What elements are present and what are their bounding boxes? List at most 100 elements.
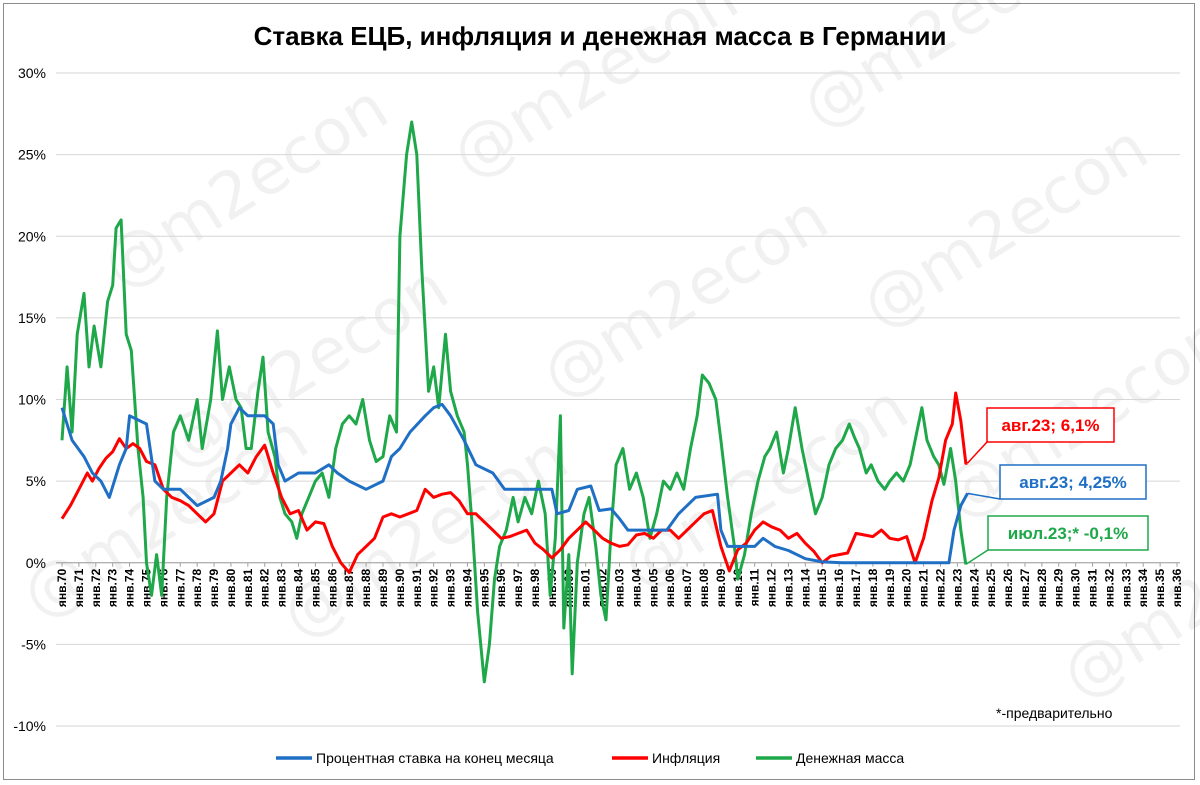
callout-label: авг.23; 6,1% bbox=[1001, 416, 1099, 435]
y-axis: 30% 25% 20% 15% 10% 5% 0% -5% -10% bbox=[13, 65, 46, 734]
x-axis: янв.70 янв.71 янв.72 янв.73 янв.74 янв.75 янв.… bbox=[55, 562, 1184, 607]
watermark-text: @m2econ bbox=[529, 181, 841, 414]
callout-label: июл.23;* -0,1% bbox=[1008, 524, 1128, 543]
grid-lines bbox=[56, 72, 1180, 727]
x-tick-label: янв.34 bbox=[1136, 568, 1150, 607]
x-tick-label: янв.19 bbox=[883, 568, 897, 607]
legend: Процентная ставка на конец месяца Инфляци… bbox=[276, 750, 904, 766]
y-tick-label: 20% bbox=[18, 228, 46, 244]
callout-leader bbox=[967, 492, 1001, 500]
x-tick-label: янв.21 bbox=[917, 568, 931, 607]
x-tick-label: янв.14 bbox=[798, 568, 812, 607]
x-tick-label: янв.83 bbox=[275, 568, 289, 607]
x-tick-label: янв.28 bbox=[1035, 568, 1049, 607]
x-tick-label: янв.04 bbox=[629, 568, 643, 607]
callouts: авг.23; 6,1% авг.23; 4,25% июл.23;* -0,1% bbox=[965, 407, 1149, 566]
x-tick-label: янв.86 bbox=[325, 568, 339, 607]
preliminary-note: *-предварительно bbox=[996, 705, 1113, 721]
y-tick-label: 30% bbox=[18, 65, 46, 81]
x-tick-label: янв.96 bbox=[494, 568, 508, 607]
x-tick-label: янв.30 bbox=[1069, 568, 1083, 607]
y-tick-label: -5% bbox=[21, 636, 46, 652]
legend-label: Процентная ставка на конец месяца bbox=[316, 750, 554, 766]
x-tick-label: янв.16 bbox=[832, 568, 846, 607]
x-tick-label: янв.74 bbox=[123, 568, 137, 607]
y-tick-label: 0% bbox=[26, 555, 46, 571]
x-tick-label: янв.79 bbox=[207, 568, 221, 607]
series-line-inflation bbox=[60, 391, 968, 574]
x-tick-label: янв.94 bbox=[460, 568, 474, 607]
x-tick-label: янв.36 bbox=[1170, 568, 1184, 607]
x-tick-label: янв.22 bbox=[933, 568, 947, 607]
series-line-rate bbox=[60, 402, 969, 565]
y-tick-label: 10% bbox=[18, 392, 46, 408]
x-tick-label: янв.95 bbox=[477, 568, 491, 607]
x-tick-label: янв.31 bbox=[1086, 568, 1100, 607]
x-tick-label: янв.33 bbox=[1119, 568, 1133, 607]
x-tick-label: янв.10 bbox=[731, 568, 745, 607]
x-tick-label: янв.11 bbox=[748, 568, 762, 606]
callout-label: авг.23; 4,25% bbox=[1019, 473, 1127, 492]
callout-box bbox=[999, 464, 1147, 500]
x-tick-label: янв.29 bbox=[1052, 568, 1066, 607]
chart-frame bbox=[3, 3, 1195, 780]
x-tick-label: янв.80 bbox=[224, 568, 238, 607]
x-tick-label: янв.35 bbox=[1153, 568, 1167, 607]
y-tick-label: -10% bbox=[13, 718, 46, 734]
x-tick-label: янв.88 bbox=[359, 568, 373, 607]
callout-leader bbox=[966, 441, 988, 464]
x-tick-label: янв.09 bbox=[714, 568, 728, 607]
x-tick-label: янв.15 bbox=[815, 568, 829, 607]
x-tick-label: янв.92 bbox=[427, 568, 441, 607]
watermark-text: @m2econ bbox=[609, 371, 921, 604]
x-tick-label: янв.70 bbox=[55, 568, 69, 607]
x-tick-label: янв.98 bbox=[528, 568, 542, 607]
x-tick-label: янв.07 bbox=[680, 568, 694, 607]
series-layer bbox=[60, 120, 969, 684]
x-tick-label: янв.32 bbox=[1102, 568, 1116, 607]
x-tick-label: янв.24 bbox=[967, 568, 981, 607]
y-tick-label: 25% bbox=[18, 147, 46, 163]
x-tick-label: янв.17 bbox=[849, 568, 863, 607]
x-tick-label: янв.77 bbox=[173, 568, 187, 607]
x-tick-label: янв.78 bbox=[190, 568, 204, 607]
legend-label: Денежная масса bbox=[796, 750, 904, 766]
x-tick-label: янв.25 bbox=[984, 568, 998, 607]
x-tick-label: янв.93 bbox=[444, 568, 458, 607]
x-tick-label: янв.27 bbox=[1018, 568, 1032, 607]
x-tick-label: янв.26 bbox=[1001, 568, 1015, 607]
x-tick-label: янв.06 bbox=[663, 568, 677, 607]
x-tick-label: янв.72 bbox=[89, 568, 103, 607]
series-line-money-supply bbox=[60, 120, 968, 684]
x-tick-label: янв.82 bbox=[258, 568, 272, 607]
x-tick-label: янв.81 bbox=[241, 568, 255, 607]
x-tick-label: янв.23 bbox=[950, 568, 964, 607]
x-tick-label: янв.87 bbox=[342, 568, 356, 607]
watermark-text: @m2econ bbox=[849, 111, 1161, 344]
x-tick-label: янв.84 bbox=[292, 568, 306, 607]
x-tick-label: янв.01 bbox=[579, 568, 593, 607]
watermark-text: @m2econ bbox=[89, 71, 401, 304]
chart-title: Ставка ЕЦБ, инфляция и денежная масса в … bbox=[254, 21, 947, 51]
x-tick-label: янв.13 bbox=[781, 568, 795, 607]
x-tick-label: янв.18 bbox=[866, 568, 880, 607]
callout-box bbox=[986, 407, 1115, 443]
x-tick-label: янв.05 bbox=[646, 568, 660, 607]
x-tick-label: янв.03 bbox=[613, 568, 627, 607]
callout-leader bbox=[965, 549, 989, 566]
x-tick-label: янв.73 bbox=[106, 568, 120, 607]
x-tick-label: янв.89 bbox=[376, 568, 390, 607]
callout-box bbox=[987, 515, 1149, 551]
x-tick-label: янв.08 bbox=[697, 568, 711, 607]
x-tick-label: янв.85 bbox=[308, 568, 322, 607]
x-tick-label: янв.91 bbox=[410, 568, 424, 607]
x-tick-label: янв.20 bbox=[900, 568, 914, 607]
y-tick-label: 5% bbox=[26, 473, 46, 489]
x-tick-label: янв.90 bbox=[393, 568, 407, 607]
x-tick-label: янв.12 bbox=[765, 568, 779, 607]
y-tick-label: 15% bbox=[18, 310, 46, 326]
legend-label: Инфляция bbox=[652, 750, 720, 766]
x-tick-label: янв.71 bbox=[72, 568, 86, 607]
x-tick-label: янв.97 bbox=[511, 568, 525, 607]
